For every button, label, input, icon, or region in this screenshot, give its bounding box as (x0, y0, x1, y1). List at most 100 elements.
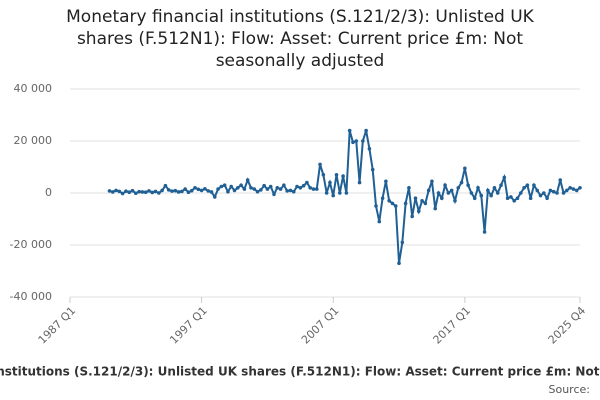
x-tick-label: 2007 Q1 (299, 304, 342, 347)
point (571, 187, 576, 191)
point (186, 190, 191, 195)
point (374, 204, 378, 208)
point (472, 196, 477, 200)
point (426, 188, 431, 193)
point (344, 191, 349, 195)
point (114, 188, 118, 193)
point (249, 186, 253, 190)
point (446, 191, 451, 195)
point (288, 188, 293, 193)
point (301, 183, 306, 188)
point (555, 191, 559, 195)
point (285, 189, 289, 193)
point (206, 189, 210, 193)
point (157, 191, 161, 195)
point (314, 187, 319, 191)
point (134, 191, 138, 196)
point (449, 188, 454, 193)
point (252, 187, 257, 191)
legend-entry: Monetary financial institutions (S.121/2… (0, 365, 600, 379)
point (522, 186, 526, 190)
point (199, 188, 204, 193)
point (416, 209, 421, 213)
point (528, 196, 533, 200)
point (137, 189, 141, 194)
point (436, 191, 441, 195)
point (262, 183, 266, 188)
point (259, 188, 263, 192)
point (413, 196, 418, 200)
point (255, 189, 260, 194)
point (499, 183, 503, 187)
point (538, 193, 543, 198)
x-tick-label: 1997 Q1 (167, 304, 210, 347)
point (127, 190, 132, 195)
point (117, 189, 122, 194)
point (176, 190, 181, 194)
point (209, 190, 214, 194)
point (545, 196, 549, 200)
point (180, 189, 184, 194)
point (229, 184, 234, 189)
point (222, 183, 227, 187)
point (147, 189, 151, 193)
point (387, 199, 391, 203)
point (163, 183, 168, 188)
point (318, 162, 322, 167)
point (443, 183, 447, 187)
point (420, 199, 424, 203)
point (291, 189, 296, 194)
point (216, 187, 220, 191)
point (407, 186, 411, 190)
point (367, 147, 372, 151)
point (120, 191, 125, 196)
point (272, 192, 276, 197)
point (486, 188, 490, 193)
point (518, 191, 523, 195)
point (226, 189, 230, 194)
point (173, 188, 178, 193)
point (351, 140, 355, 145)
point (495, 191, 500, 195)
point (512, 199, 516, 203)
point (361, 139, 365, 143)
point (242, 187, 247, 191)
point (236, 186, 240, 190)
point (558, 178, 563, 182)
point (410, 214, 414, 219)
y-tick-label: 0 (45, 186, 52, 199)
point (282, 183, 286, 187)
point (377, 219, 382, 224)
point (535, 188, 540, 193)
point (502, 175, 507, 180)
point (305, 180, 309, 185)
point (532, 183, 536, 187)
point (380, 196, 385, 200)
point (370, 167, 375, 172)
x-tick-label: 2025 Q4 (546, 304, 589, 347)
point (166, 188, 171, 192)
point (479, 193, 484, 198)
x-tick-label: 1987 Q1 (36, 304, 79, 347)
point (193, 186, 197, 190)
point (107, 189, 112, 193)
point (397, 261, 401, 266)
point (334, 173, 339, 177)
point (453, 199, 457, 203)
point (578, 186, 582, 190)
point (341, 174, 345, 178)
point (525, 183, 530, 187)
point (459, 180, 464, 185)
point (568, 186, 572, 190)
point (433, 206, 438, 211)
source: Source: (549, 383, 591, 396)
point (469, 191, 474, 195)
point (130, 188, 135, 193)
point (275, 186, 280, 190)
point (561, 191, 566, 195)
point (551, 189, 556, 194)
point (124, 189, 128, 193)
point (298, 186, 303, 190)
chart-title: Monetary financial institutions (S.121/2… (66, 7, 534, 71)
